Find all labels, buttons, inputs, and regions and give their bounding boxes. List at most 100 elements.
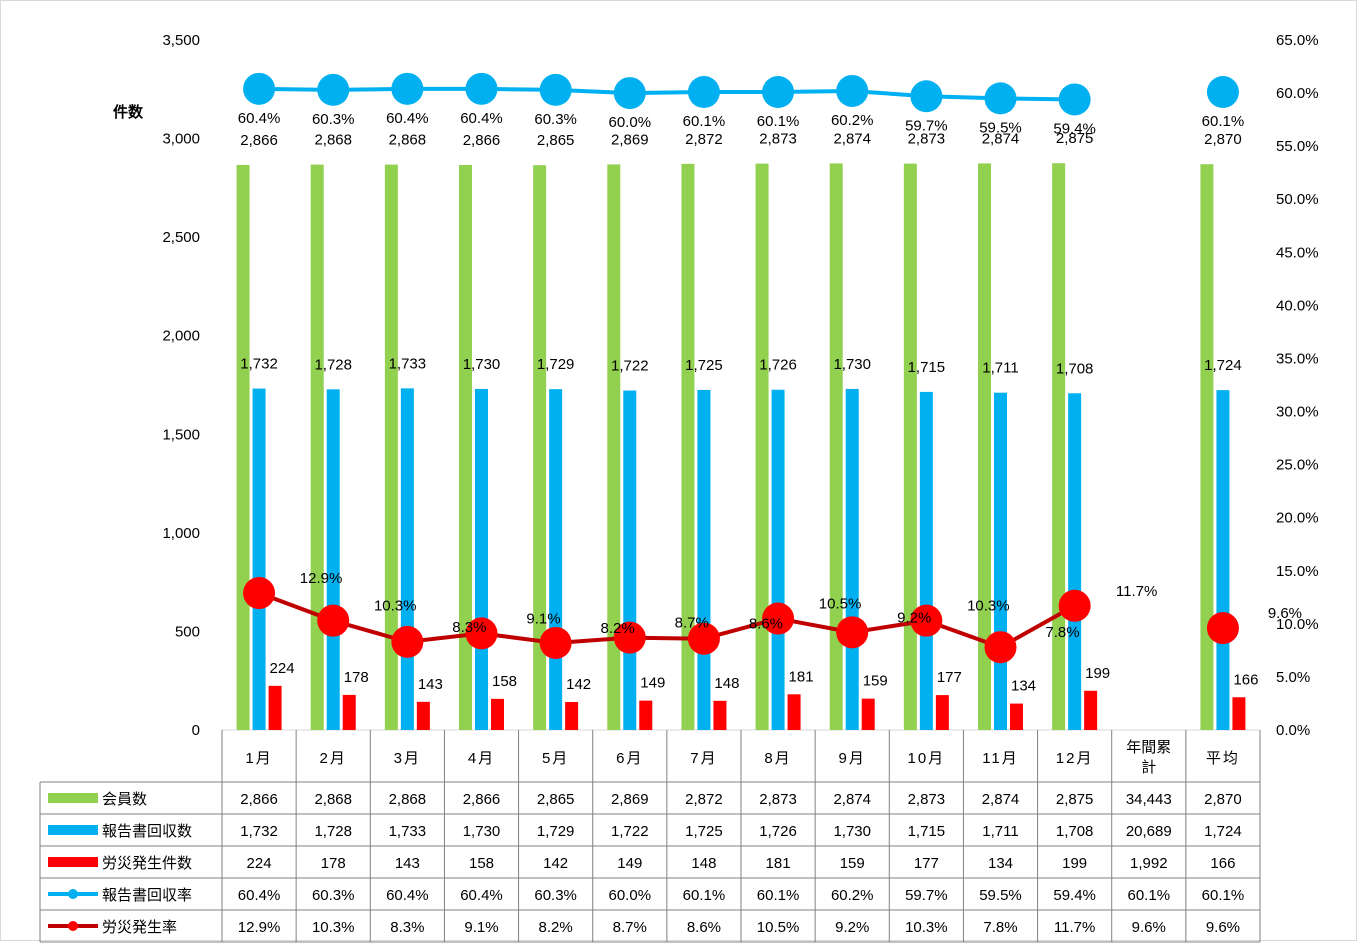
table-cell: 9.2%	[835, 919, 869, 936]
data-label-報告書回収率: 60.3%	[312, 111, 355, 128]
marker-労災発生率	[243, 577, 276, 610]
data-label-会員数: 2,868	[314, 132, 352, 149]
left-axis-tick: 0	[192, 722, 200, 739]
table-header-cell: 2月	[320, 750, 347, 767]
table-header-cell: 計	[1141, 759, 1156, 776]
table-cell: 1,708	[1056, 823, 1094, 840]
data-label-報告書回収数: 1,732	[240, 356, 278, 373]
data-label-労災発生件数: 148	[714, 675, 739, 692]
legend-label-報告書回収率: 報告書回収率	[102, 887, 192, 904]
table-cell: 60.0%	[609, 887, 652, 904]
bar-労災発生件数	[1084, 690, 1098, 730]
bars-group	[236, 163, 1246, 730]
data-label-報告書回収数: 1,730	[833, 356, 871, 373]
table-header-cell: 11月	[982, 750, 1019, 767]
marker-労災発生率	[687, 622, 720, 655]
bar-労災発生件数	[935, 695, 949, 730]
table-cell: 1,729	[537, 823, 575, 840]
data-label-労災発生件数: 177	[937, 669, 962, 686]
left-axis-tick: 2,500	[162, 229, 200, 246]
marker-労災発生率	[465, 617, 498, 650]
legend-label-労災発生件数: 労災発生件数	[102, 855, 192, 872]
right-axis-tick: 20.0%	[1276, 510, 1319, 527]
marker-報告書回収率	[243, 72, 276, 105]
table-cell: 2,869	[611, 791, 649, 808]
table-cell: 1,992	[1130, 855, 1168, 872]
table-header-cell: 1月	[245, 750, 272, 767]
table-cell: 34,443	[1126, 791, 1172, 808]
table-cell: 7.8%	[983, 919, 1017, 936]
table-header-cell: 3月	[394, 750, 421, 767]
bar-報告書回収数	[994, 392, 1007, 730]
table-cell: 59.7%	[905, 887, 948, 904]
marker-労災発生率	[762, 602, 795, 635]
left-axis-tick: 2,000	[162, 328, 200, 345]
marker-報告書回収率	[539, 73, 572, 106]
bar-労災発生件数	[713, 700, 727, 730]
bar-会員数	[236, 164, 250, 730]
legend-marker-労災発生率	[68, 921, 78, 931]
bar-会員数	[681, 163, 695, 730]
table-cell: 60.1%	[757, 887, 800, 904]
bar-労災発生件数	[639, 700, 653, 730]
data-label-労災発生率: 7.8%	[1045, 624, 1079, 641]
table-cell: 1,711	[982, 823, 1018, 840]
data-label-労災発生件数: 143	[418, 676, 443, 693]
right-axis-tick: 15.0%	[1276, 563, 1319, 580]
bar-報告書回収数	[252, 388, 266, 730]
legend-key-労災発生件数	[48, 857, 98, 867]
data-label-会員数: 2,866	[240, 132, 278, 149]
bar-労災発生件数	[861, 698, 875, 730]
data-label-労災発生率: 8.2%	[601, 620, 635, 637]
table-header-cell: 年間累	[1126, 739, 1171, 756]
bar-報告書回収数	[400, 388, 414, 730]
table-cell: 60.3%	[312, 887, 355, 904]
table-cell: 10.3%	[312, 919, 355, 936]
marker-労災発生率	[984, 631, 1017, 664]
table-cell: 60.4%	[460, 887, 503, 904]
table-cell: 2,872	[685, 791, 723, 808]
table-cell: 2,874	[982, 791, 1020, 808]
table-cell: 224	[247, 855, 272, 872]
data-label-労災発生率: 10.5%	[819, 596, 862, 613]
data-label-報告書回収数: 1,733	[389, 355, 427, 372]
bar-会員数	[533, 165, 547, 730]
data-label-報告書回収数: 1,724	[1204, 357, 1242, 374]
data-label-労災発生件数: 181	[789, 668, 814, 685]
marker-労災発生率	[613, 621, 646, 654]
data-label-労災発生件数: 166	[1233, 671, 1258, 688]
table-cell: 8.6%	[687, 919, 721, 936]
legend-label-会員数: 会員数	[102, 791, 147, 808]
table-cell: 2,873	[908, 791, 946, 808]
table-cell: 11.7%	[1054, 919, 1095, 936]
data-label-報告書回収率: 60.3%	[534, 111, 577, 128]
table-cell: 60.1%	[1128, 887, 1171, 904]
table-cell: 143	[395, 855, 420, 872]
table-cell: 8.3%	[390, 919, 424, 936]
marker-労災発生率	[836, 616, 869, 649]
table-cell: 59.4%	[1053, 887, 1096, 904]
bar-会員数	[978, 163, 991, 730]
data-label-労災発生率: 10.3%	[967, 598, 1010, 615]
data-label-報告書回収数: 1,708	[1056, 360, 1094, 377]
right-axis-tick: 40.0%	[1276, 297, 1319, 314]
marker-労災発生率	[1206, 612, 1239, 645]
table-header-cell: 平均	[1206, 750, 1240, 767]
table-cell: 8.2%	[539, 919, 573, 936]
marker-報告書回収率	[317, 73, 350, 106]
data-label-労災発生件数: 134	[1011, 678, 1036, 695]
data-label-報告書回収率: 60.1%	[683, 113, 726, 130]
data-label-労災発生率: 9.6%	[1268, 605, 1302, 622]
data-label-労災発生率: 8.6%	[749, 616, 783, 633]
table-header-cell: 5月	[542, 750, 569, 767]
data-label-会員数: 2,868	[389, 132, 427, 149]
right-axis-tick: 5.0%	[1276, 669, 1310, 686]
table-cell: 1,725	[685, 823, 723, 840]
marker-報告書回収率	[613, 77, 646, 110]
left-axis-tick: 1,000	[162, 525, 200, 542]
data-label-労災発生率: 8.3%	[452, 619, 486, 636]
table-cell: 2,866	[240, 791, 278, 808]
table-cell: 59.5%	[979, 887, 1022, 904]
line-報告書回収率	[259, 86, 1075, 102]
